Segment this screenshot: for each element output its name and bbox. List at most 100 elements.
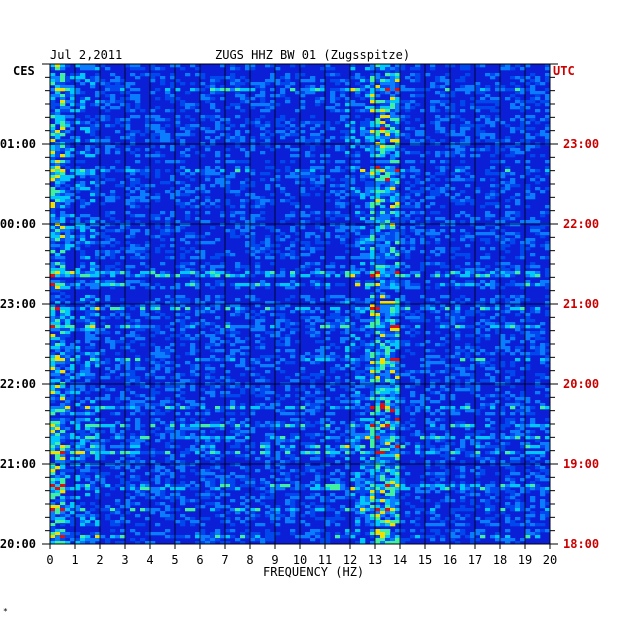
heatmap-cell xyxy=(520,340,526,344)
heatmap-cell xyxy=(385,208,391,212)
heatmap-cell xyxy=(490,184,496,188)
heatmap-cell xyxy=(210,322,216,326)
heatmap-cell xyxy=(90,241,96,245)
heatmap-cell xyxy=(490,298,496,302)
heatmap-cell xyxy=(520,244,526,248)
heatmap-cell xyxy=(415,325,421,329)
heatmap-cell xyxy=(170,64,176,68)
heatmap-cell xyxy=(375,181,381,185)
heatmap-cell xyxy=(200,301,206,305)
heatmap-cell xyxy=(260,151,266,155)
heatmap-cell xyxy=(385,295,391,299)
heatmap-cell xyxy=(235,91,241,95)
heatmap-cell xyxy=(80,286,86,290)
heatmap-cell xyxy=(490,358,496,362)
heatmap-cell xyxy=(240,139,246,143)
heatmap-cell xyxy=(385,268,391,272)
heatmap-cell xyxy=(155,118,161,122)
heatmap-cell xyxy=(70,367,76,371)
heatmap-cell xyxy=(375,199,381,203)
heatmap-cell xyxy=(90,373,96,377)
heatmap-cell xyxy=(375,133,381,137)
heatmap-cell xyxy=(310,394,316,398)
heatmap-cell xyxy=(380,244,386,248)
heatmap-cell xyxy=(425,409,431,413)
heatmap-cell xyxy=(275,403,281,407)
heatmap-cell xyxy=(305,214,311,218)
heatmap-cell xyxy=(95,406,101,410)
heatmap-cell xyxy=(120,229,126,233)
heatmap-cell xyxy=(275,103,281,107)
heatmap-cell xyxy=(55,121,61,125)
heatmap-cell xyxy=(300,268,306,272)
heatmap-cell xyxy=(540,346,546,350)
heatmap-cell xyxy=(50,250,56,254)
heatmap-cell xyxy=(460,190,466,194)
heatmap-cell xyxy=(145,376,151,380)
heatmap-cell xyxy=(190,199,196,203)
heatmap-cell xyxy=(370,388,376,392)
heatmap-cell xyxy=(370,220,376,224)
heatmap-cell xyxy=(380,64,386,68)
heatmap-cell xyxy=(340,229,346,233)
heatmap-cell xyxy=(140,262,146,266)
heatmap-cell xyxy=(505,184,511,188)
heatmap-cell xyxy=(300,190,306,194)
heatmap-cell xyxy=(155,391,161,395)
heatmap-cell xyxy=(370,64,376,68)
heatmap-cell xyxy=(250,169,256,173)
heatmap-cell xyxy=(375,184,381,188)
heatmap-cell xyxy=(220,97,226,101)
heatmap-cell xyxy=(355,271,361,275)
heatmap-cell xyxy=(190,271,196,275)
heatmap-cell xyxy=(115,184,121,188)
heatmap-cell xyxy=(500,262,506,266)
heatmap-cell xyxy=(485,352,491,356)
heatmap-cell xyxy=(355,274,361,278)
heatmap-cell xyxy=(135,187,141,191)
heatmap-cell xyxy=(295,91,301,95)
heatmap-cell xyxy=(520,412,526,416)
heatmap-cell xyxy=(370,130,376,134)
heatmap-cell xyxy=(305,394,311,398)
heatmap-cell xyxy=(515,403,521,407)
station-title: ZUGS HHZ BW 01 (Zugsspitze) xyxy=(215,48,410,62)
heatmap-cell xyxy=(385,220,391,224)
heatmap-cell xyxy=(185,274,191,278)
heatmap-cell xyxy=(255,205,261,209)
heatmap-cell xyxy=(215,385,221,389)
heatmap-cell xyxy=(185,223,191,227)
heatmap-cell xyxy=(215,151,221,155)
heatmap-cell xyxy=(320,298,326,302)
heatmap-cell xyxy=(310,154,316,158)
heatmap-cell xyxy=(455,307,461,311)
heatmap-cell xyxy=(185,316,191,320)
heatmap-cell xyxy=(195,280,201,284)
heatmap-cell xyxy=(395,277,401,281)
heatmap-cell xyxy=(515,127,521,131)
heatmap-cell xyxy=(380,220,386,224)
heatmap-cell xyxy=(140,274,146,278)
heatmap-cell xyxy=(385,115,391,119)
heatmap-cell xyxy=(300,73,306,77)
heatmap-cell xyxy=(485,283,491,287)
heatmap-cell xyxy=(100,106,106,110)
heatmap-cell xyxy=(340,190,346,194)
heatmap-cell xyxy=(145,232,151,236)
heatmap-cell xyxy=(170,73,176,77)
heatmap-cell xyxy=(480,379,486,383)
heatmap-cell xyxy=(395,397,401,401)
heatmap-cell xyxy=(340,238,346,242)
heatmap-cell xyxy=(240,361,246,365)
heatmap-cell xyxy=(75,217,81,221)
heatmap-cell xyxy=(50,217,56,221)
heatmap-cell xyxy=(515,307,521,311)
heatmap-cell xyxy=(515,301,521,305)
heatmap-cell xyxy=(155,88,161,92)
heatmap-cell xyxy=(385,103,391,107)
heatmap-cell xyxy=(90,172,96,176)
heatmap-cell xyxy=(95,355,101,359)
heatmap-cell xyxy=(395,85,401,89)
heatmap-cell xyxy=(545,304,551,308)
heatmap-cell xyxy=(425,307,431,311)
